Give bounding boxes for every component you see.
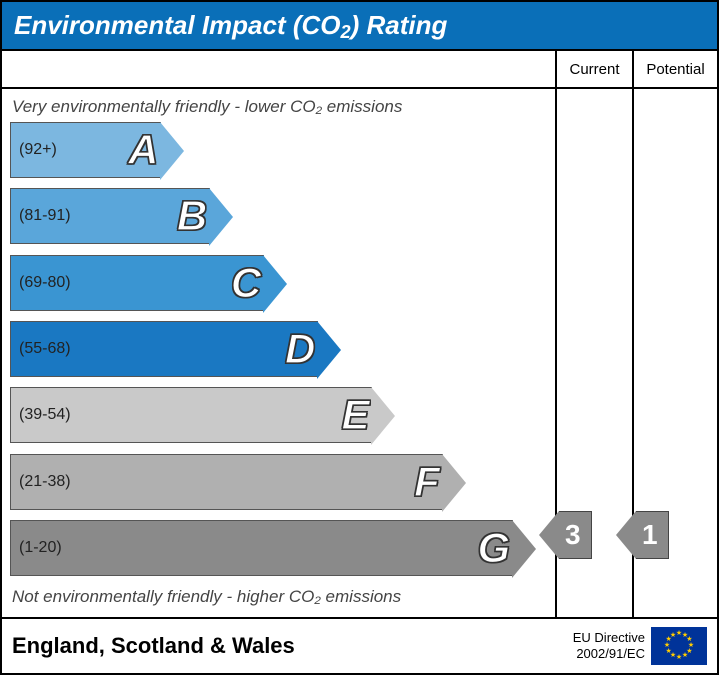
band-range: (81-91) [11, 207, 71, 225]
header-blank [2, 51, 557, 89]
band-range: (69-80) [11, 274, 71, 292]
band-letter: F [414, 458, 440, 506]
band-letter: E [341, 391, 369, 439]
header-potential: Potential [634, 51, 717, 89]
directive-line1: EU Directive [573, 630, 645, 645]
directive-text: EU Directive 2002/91/EC [573, 630, 645, 661]
band-b: (81-91) B [10, 188, 551, 244]
band-range: (21-38) [11, 473, 71, 491]
band-letter: B [177, 192, 207, 240]
footer-directive: EU Directive 2002/91/EC ★★★★★★★★★★★★ [573, 627, 707, 665]
band-g: (1-20) G [10, 520, 551, 576]
caption-top: Very environmentally friendly - lower CO… [2, 95, 555, 121]
eu-flag-icon: ★★★★★★★★★★★★ [651, 627, 707, 665]
directive-line2: 2002/91/EC [576, 646, 645, 661]
caption-bottom: Not environmentally friendly - higher CO… [2, 585, 555, 611]
band-c: (69-80) C [10, 255, 551, 311]
band-bar: (81-91) B [10, 188, 210, 244]
eir-chart: Environmental Impact (CO2) Rating Curren… [0, 0, 719, 675]
band-f: (21-38) F [10, 454, 551, 510]
band-range: (55-68) [11, 340, 71, 358]
footer: England, Scotland & Wales EU Directive 2… [2, 617, 717, 673]
band-range: (1-20) [11, 539, 62, 557]
band-letter: C [231, 259, 261, 307]
band-bar: (39-54) E [10, 387, 372, 443]
band-e: (39-54) E [10, 387, 551, 443]
pointer-value: 1 [636, 511, 669, 559]
band-range: (92+) [11, 141, 57, 159]
bands-container: (92+) A (81-91) B (69-80) C (55-68) D (39-54) E (2… [2, 121, 555, 585]
potential-column: 1 [634, 89, 717, 617]
band-range: (39-54) [11, 406, 71, 424]
band-letter: G [477, 524, 510, 572]
band-a: (92+) A [10, 122, 551, 178]
header-current: Current [557, 51, 634, 89]
current-pointer: 3 [539, 511, 592, 559]
eu-stars: ★★★★★★★★★★★★ [664, 631, 694, 661]
band-bar: (55-68) D [10, 321, 318, 377]
potential-pointer: 1 [616, 511, 669, 559]
band-bar: (92+) A [10, 122, 161, 178]
pointer-value: 3 [559, 511, 592, 559]
footer-region: England, Scotland & Wales [12, 633, 295, 659]
band-d: (55-68) D [10, 321, 551, 377]
band-letter: A [128, 126, 158, 174]
chart-title: Environmental Impact (CO2) Rating [2, 2, 717, 49]
band-bar: (69-80) C [10, 255, 264, 311]
chart-grid: Current Potential Very environmentally f… [2, 49, 717, 617]
bands-column: Very environmentally friendly - lower CO… [2, 89, 557, 617]
band-letter: D [285, 325, 315, 373]
band-bar: (21-38) F [10, 454, 443, 510]
band-bar: (1-20) G [10, 520, 513, 576]
